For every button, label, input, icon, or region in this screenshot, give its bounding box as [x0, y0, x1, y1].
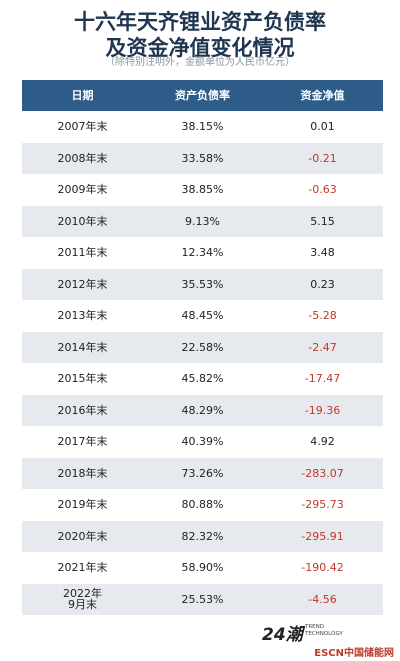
table-cell: 2019年末	[57, 498, 108, 512]
table-row: 2020年末 82.32% -295.91	[22, 520, 383, 552]
table-cell: 48.45%	[181, 309, 224, 323]
table-cell: 3.48	[310, 246, 335, 260]
table-row: 2015年末 45.82% -17.47	[22, 363, 383, 395]
table-cell: 2011年末	[57, 246, 108, 260]
table-cell: 0.01	[310, 120, 335, 134]
table-cell: 2008年末	[57, 151, 108, 165]
table-row: 2007年末 38.15% 0.01	[22, 111, 383, 143]
table-row: 2009年末 38.85% -0.63	[22, 174, 383, 206]
logo-sub-line: TREND	[305, 624, 325, 630]
table-cell: -190.42	[301, 561, 344, 575]
subtitle: （除特别注明外，金额单位为人民币亿元）	[105, 57, 295, 68]
table-cell: -0.63	[308, 183, 337, 197]
table-cell: 2017年末	[57, 435, 108, 449]
table-cell: 38.85%	[181, 183, 224, 197]
table-cell: -19.36	[304, 403, 341, 417]
table-cell: 45.82%	[181, 372, 224, 386]
table-cell: 2018年末	[57, 466, 108, 480]
table-cell: 2022年 9月末	[22, 584, 143, 616]
header-cell: 日期	[71, 89, 94, 102]
table-cell: -283.07	[301, 466, 344, 480]
table-cell: -4.56	[308, 592, 337, 606]
table-cell: 48.29%	[181, 403, 224, 417]
table-cell: 73.26%	[181, 466, 224, 480]
title-line: 及资金净值变化情况	[105, 36, 295, 60]
table-cell: 25.53%	[181, 592, 224, 606]
table-row: 2016年末 48.29% -19.36	[22, 394, 383, 426]
table-cell: 2009年末	[57, 183, 108, 197]
table-row: 2012年末 35.53% 0.23	[22, 268, 383, 300]
table-cell: 2020年末	[57, 529, 108, 543]
table-row: 2021年末 58.90% -190.42	[22, 552, 383, 584]
cell-line: 2022年	[63, 587, 102, 601]
table-cell: -2.47	[308, 340, 337, 354]
logo: 24潮	[262, 625, 303, 645]
table-row: 2014年末 22.58% -2.47	[22, 331, 383, 363]
table-cell: 40.39%	[181, 435, 224, 449]
table-cell: -5.28	[308, 309, 337, 323]
table-cell: 22.58%	[181, 340, 224, 354]
table-row: 2022年 9月末 25.53% -4.56	[22, 583, 383, 616]
table-row: 2008年末 33.58% -0.21	[22, 142, 383, 174]
table-cell: 9.13%	[185, 214, 220, 228]
header-cell: 资产负债率	[175, 89, 230, 102]
table-cell: -295.73	[301, 498, 344, 512]
table-cell: 0.23	[310, 277, 335, 291]
table-row: 2011年末 12.34% 3.48	[22, 237, 383, 269]
table-cell: 4.92	[310, 435, 335, 449]
table-cell: 2016年末	[57, 403, 108, 417]
logo-sub-line: TECHNOLOGY	[305, 631, 343, 637]
table-cell: 2007年末	[57, 120, 108, 134]
watermark: ESCN中国储能网	[314, 648, 394, 659]
table-cell: 80.88%	[181, 498, 224, 512]
header-cell: 资金净值	[300, 89, 345, 102]
table-cell: 82.32%	[181, 529, 224, 543]
title-line: 十六年天齐锂业资产负债率	[74, 10, 326, 34]
table-cell: -0.21	[308, 151, 337, 165]
cell-line: 9月末	[68, 598, 97, 612]
table-cell: 2012年末	[57, 277, 108, 291]
table-cell: 2015年末	[57, 372, 108, 386]
table-cell: 2010年末	[57, 214, 108, 228]
table-row: 2019年末 80.88% -295.73	[22, 489, 383, 521]
table-cell: 2013年末	[57, 309, 108, 323]
table-cell: 2021年末	[57, 561, 108, 575]
table-cell: 58.90%	[181, 561, 224, 575]
table-row: 2013年末 48.45% -5.28	[22, 300, 383, 332]
table-row: 2010年末 9.13% 5.15	[22, 205, 383, 237]
table-cell: 12.34%	[181, 246, 224, 260]
table-cell: 38.15%	[181, 120, 224, 134]
header-row: 日期 资产负债率 资金净值	[22, 80, 383, 111]
logo-sub: TREND TECHNOLOGY	[305, 624, 343, 638]
table-cell: -295.91	[301, 529, 344, 543]
table-row: 2017年末 40.39% 4.92	[22, 426, 383, 458]
table-row: 2018年末 73.26% -283.07	[22, 457, 383, 489]
table-cell: 5.15	[310, 214, 335, 228]
table-cell: -17.47	[304, 372, 341, 386]
table-cell: 35.53%	[181, 277, 224, 291]
table-cell: 2014年末	[57, 340, 108, 354]
table-cell: 33.58%	[181, 151, 224, 165]
